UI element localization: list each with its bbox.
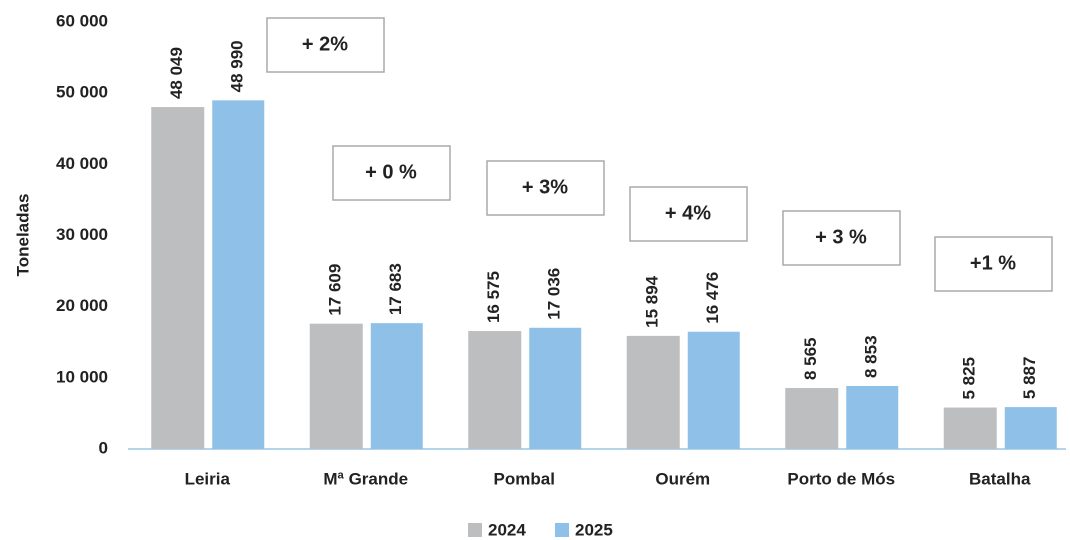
x-tick-label: Pombal [494,469,555,488]
bar [1004,407,1057,449]
bar [943,407,997,449]
bar [626,335,680,449]
annotation: + 3% [522,176,568,198]
value-label: 17 036 [545,268,564,320]
bar [687,331,740,449]
x-tick-label: Batalha [969,469,1031,488]
y-tick-label: 30 000 [56,225,108,244]
annotation-box [782,210,901,266]
x-tick-label: Ourém [655,469,710,488]
annotation: + 0 % [365,161,417,183]
legend-swatch [468,523,482,537]
legend-label: 2025 [575,520,613,539]
bar [468,331,522,449]
legend-label: 2024 [488,520,526,539]
value-label: 8 565 [801,337,820,380]
value-label: 15 894 [643,275,662,328]
bar [529,327,582,449]
value-label: 16 575 [484,271,503,323]
x-tick-label: Porto de Mós [787,469,895,488]
annotation-box [486,160,605,216]
legend-swatch [555,523,569,537]
y-tick-label: 0 [99,438,108,457]
annotation: + 2% [302,33,348,55]
bar [151,107,205,450]
bar [309,323,363,449]
value-label: 17 683 [386,263,405,315]
value-label: 48 990 [228,40,247,92]
y-tick-label: 20 000 [56,296,108,315]
annotation-box [629,186,748,242]
y-axis-label: Toneladas [13,194,32,277]
bar [212,100,265,450]
y-tick-label: 40 000 [56,154,108,173]
annotation: + 4% [665,202,711,224]
annotation: + 3 % [815,226,867,248]
y-tick-label: 50 000 [56,83,108,102]
annotation-box [934,236,1053,292]
value-label: 5 825 [960,357,979,400]
value-label: 48 049 [167,47,186,99]
x-tick-label: Mª Grande [323,469,408,488]
bar [785,388,839,449]
bar [846,385,899,449]
annotation-box [266,17,385,73]
annotation: +1 % [970,252,1016,274]
value-label: 8 853 [862,335,881,378]
annotation-box [332,145,451,201]
y-tick-label: 10 000 [56,367,108,386]
value-label: 17 609 [326,264,345,316]
value-label: 16 476 [703,272,722,324]
y-tick-label: 60 000 [56,11,108,30]
x-tick-label: Leiria [185,469,231,488]
bar [370,323,423,449]
value-label: 5 887 [1020,357,1039,400]
